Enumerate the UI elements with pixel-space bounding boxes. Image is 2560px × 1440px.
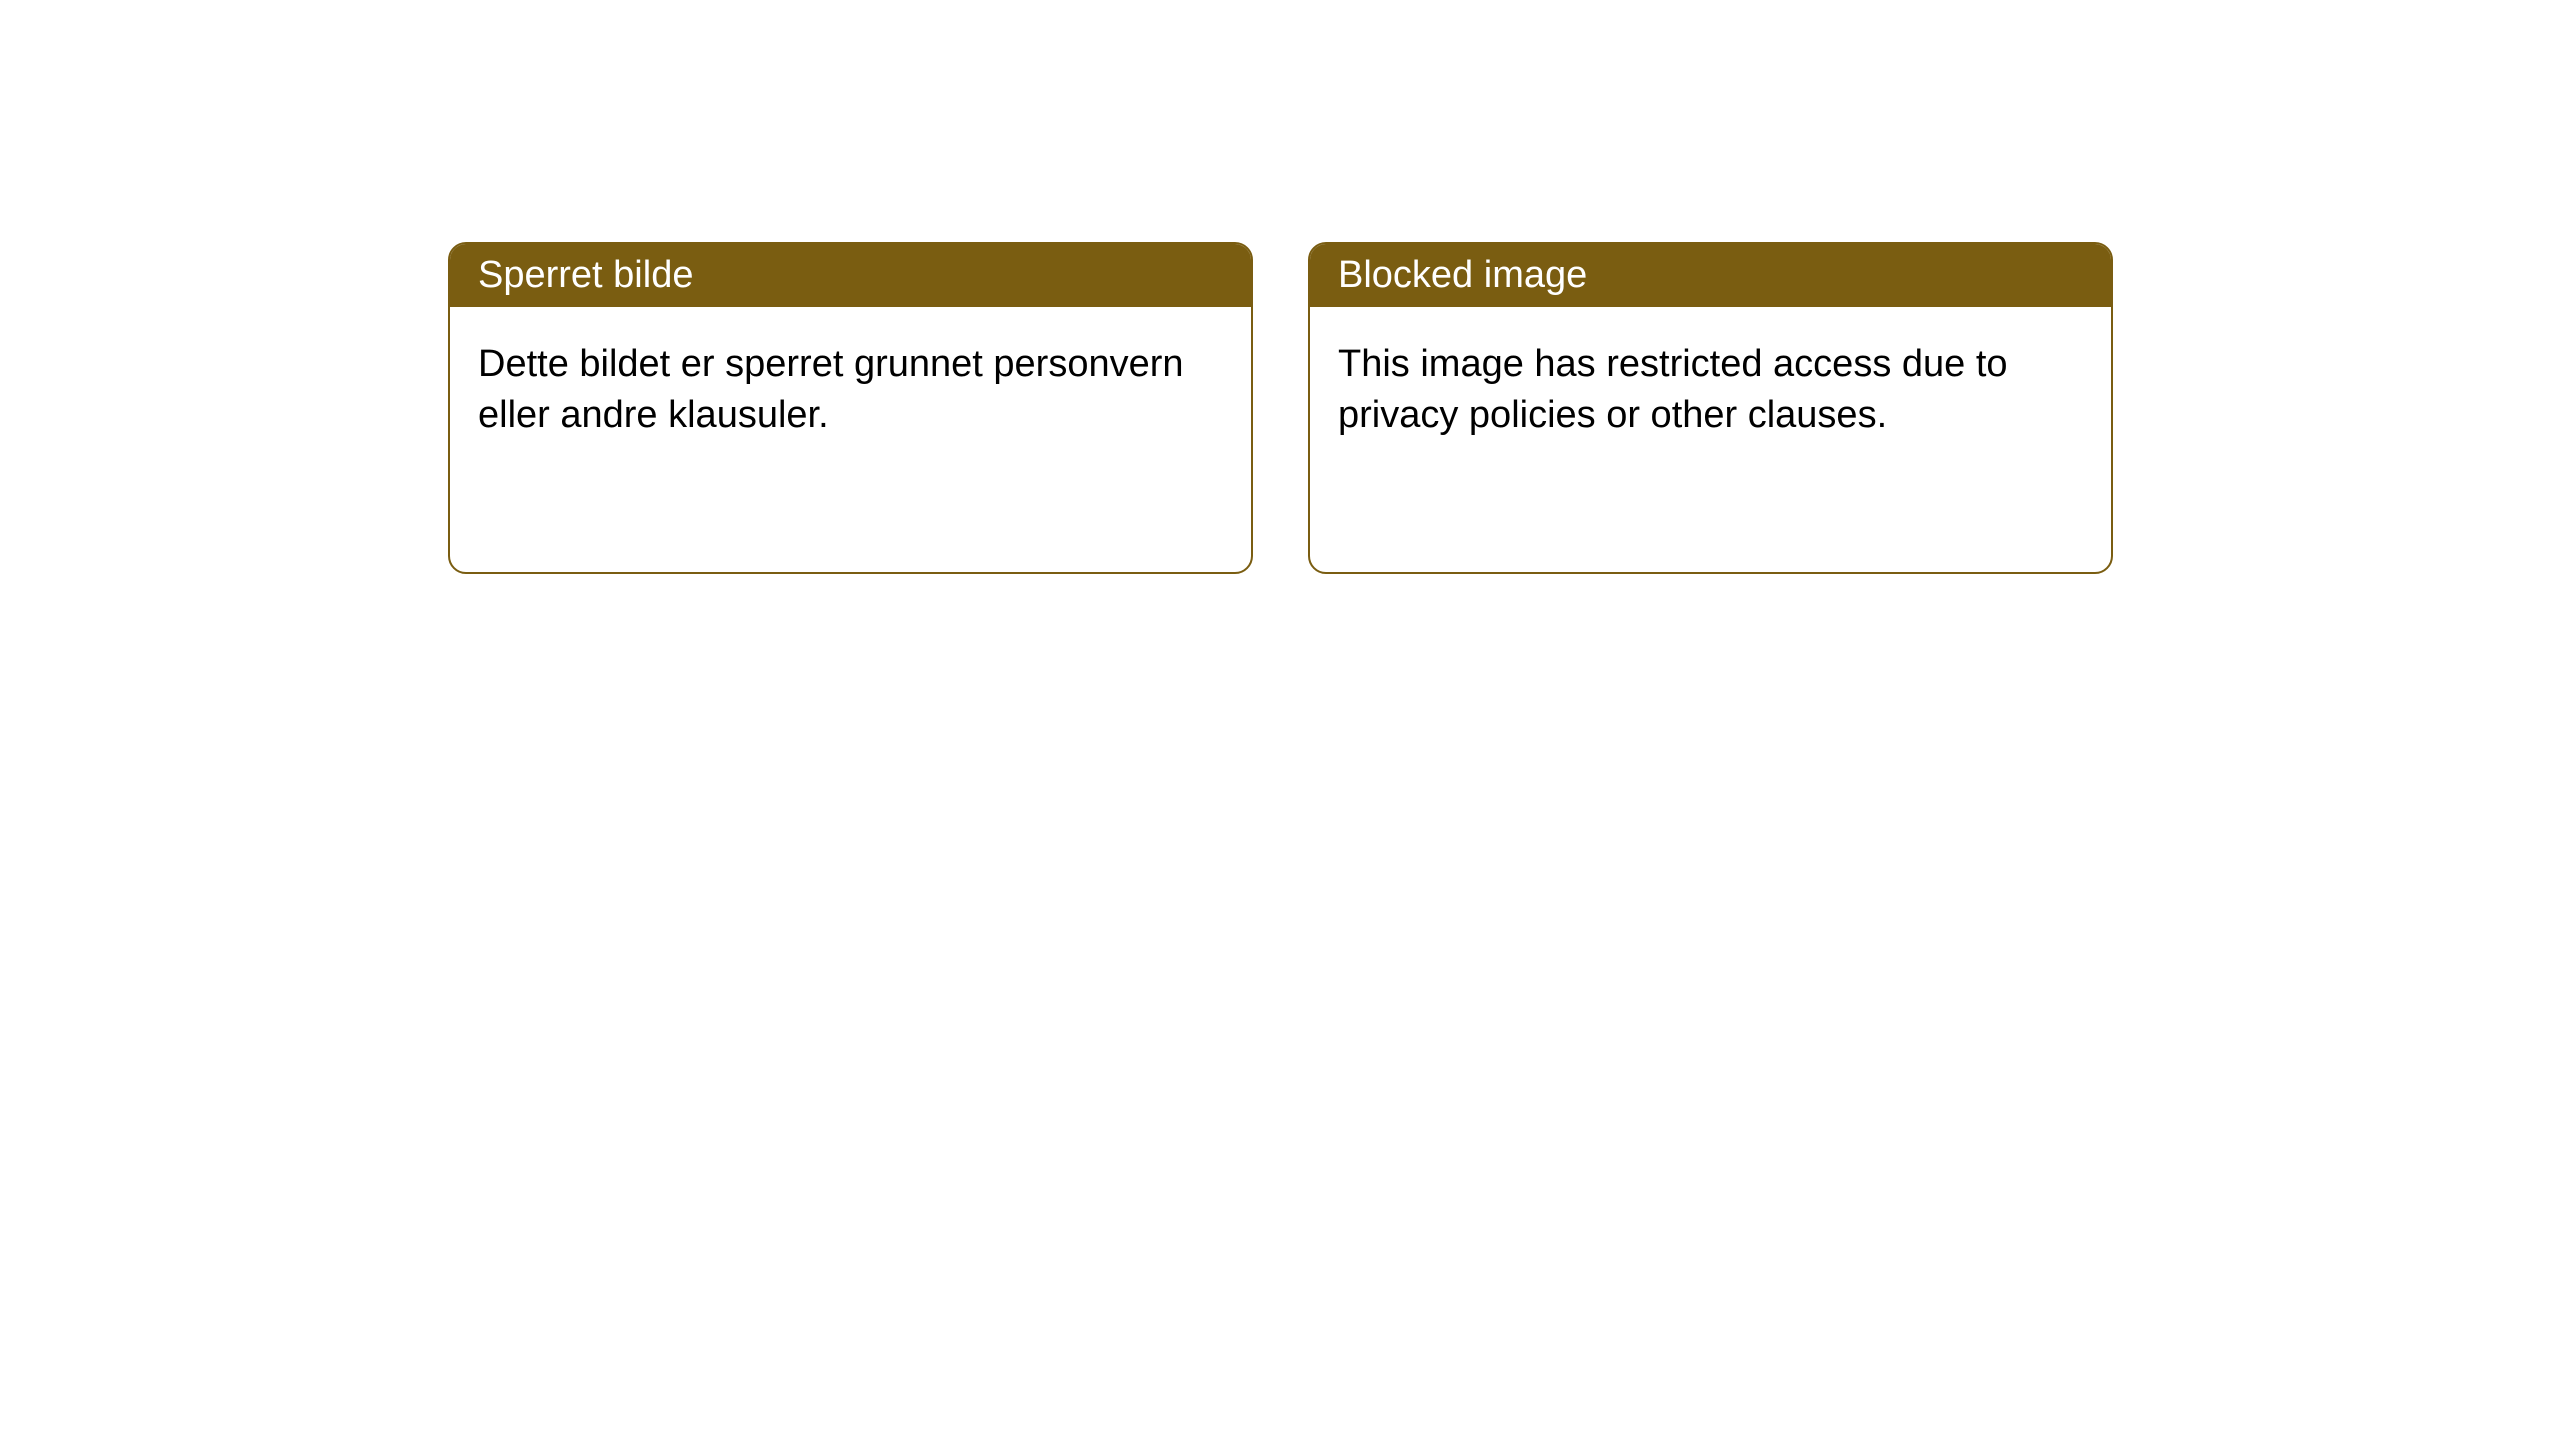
card-body-text-english: This image has restricted access due to … bbox=[1338, 343, 2008, 436]
card-header-norwegian: Sperret bilde bbox=[450, 244, 1251, 307]
card-title-english: Blocked image bbox=[1338, 254, 1587, 296]
card-body-norwegian: Dette bildet er sperret grunnet personve… bbox=[450, 307, 1251, 474]
card-title-norwegian: Sperret bilde bbox=[478, 254, 693, 296]
card-english: Blocked image This image has restricted … bbox=[1308, 242, 2113, 574]
card-norwegian: Sperret bilde Dette bildet er sperret gr… bbox=[448, 242, 1253, 574]
card-header-english: Blocked image bbox=[1310, 244, 2111, 307]
card-body-text-norwegian: Dette bildet er sperret grunnet personve… bbox=[478, 343, 1184, 436]
card-body-english: This image has restricted access due to … bbox=[1310, 307, 2111, 474]
card-container: Sperret bilde Dette bildet er sperret gr… bbox=[448, 242, 2113, 574]
